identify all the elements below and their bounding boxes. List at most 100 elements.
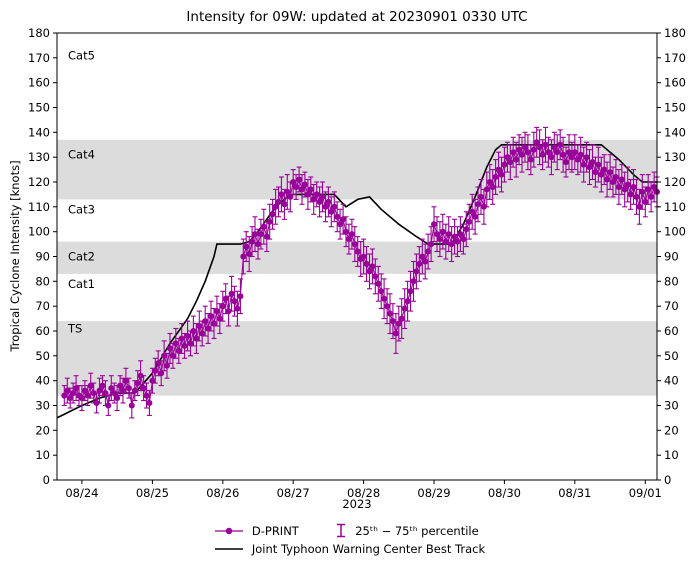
category-label-cat2: Cat2 bbox=[68, 250, 95, 264]
dprint-point bbox=[143, 392, 150, 399]
dprint-point bbox=[322, 203, 329, 210]
dprint-point bbox=[519, 151, 525, 158]
dprint-point bbox=[448, 241, 455, 248]
dprint-point bbox=[169, 352, 176, 359]
dprint-point bbox=[489, 184, 496, 190]
dprint-point bbox=[222, 295, 229, 302]
dprint-point bbox=[234, 305, 241, 312]
dprint-point bbox=[571, 149, 578, 156]
dprint-point bbox=[595, 161, 602, 168]
y-tick-label-right: 110 bbox=[664, 200, 686, 214]
dprint-point bbox=[152, 367, 159, 374]
y-tick-label-right: 50 bbox=[664, 349, 679, 363]
dprint-point bbox=[389, 318, 396, 325]
dprint-point bbox=[568, 154, 575, 161]
dprint-point bbox=[501, 161, 508, 168]
dprint-point bbox=[181, 342, 188, 349]
y-tick-label-right: 170 bbox=[664, 51, 686, 65]
y-tick-label-left: 110 bbox=[28, 200, 50, 214]
dprint-point bbox=[313, 191, 320, 198]
dprint-point bbox=[266, 218, 273, 225]
dprint-point bbox=[105, 402, 112, 409]
y-tick-label-left: 10 bbox=[35, 448, 50, 462]
errorbar-icon bbox=[337, 523, 346, 538]
dprint-point bbox=[533, 139, 540, 146]
y-tick-label-left: 100 bbox=[28, 225, 50, 239]
dprint-point bbox=[504, 154, 511, 161]
dprint-point bbox=[375, 280, 382, 287]
dprint-point bbox=[583, 154, 590, 161]
dprint-point bbox=[149, 377, 156, 384]
x-tick-label: 09/01 bbox=[629, 486, 662, 500]
dprint-point bbox=[604, 176, 611, 183]
dprint-point bbox=[275, 198, 282, 205]
dprint-point bbox=[645, 186, 652, 193]
dprint-point bbox=[354, 248, 361, 255]
category-label-cat5: Cat5 bbox=[68, 48, 95, 62]
dprint-point bbox=[404, 298, 411, 305]
dprint-point bbox=[337, 221, 344, 228]
dprint-point bbox=[387, 310, 393, 317]
legend-entry-percentile: 25ᵗʰ − 75ᵗʰ percentile bbox=[335, 523, 485, 538]
dprint-point bbox=[557, 141, 564, 148]
category-label-cat4: Cat4 bbox=[68, 148, 95, 162]
dprint-point bbox=[451, 233, 458, 240]
dprint-point bbox=[96, 387, 103, 394]
y-tick-label-right: 150 bbox=[664, 101, 686, 115]
category-label-cat3: Cat3 bbox=[68, 202, 95, 216]
dprint-point bbox=[480, 203, 487, 210]
dprint-point bbox=[475, 201, 481, 208]
dprint-point bbox=[524, 149, 531, 156]
dprint-point bbox=[580, 161, 587, 168]
dprint-point bbox=[463, 226, 470, 233]
category-band bbox=[57, 241, 657, 274]
x-tick-label: 08/26 bbox=[206, 486, 239, 500]
dprint-point bbox=[175, 347, 182, 354]
y-tick-label-right: 100 bbox=[664, 225, 686, 239]
dprint-point bbox=[78, 395, 85, 402]
y-tick-label-right: 140 bbox=[664, 125, 686, 139]
y-tick-label-right: 80 bbox=[664, 274, 679, 288]
dprint-point bbox=[513, 156, 520, 163]
dprint-point bbox=[381, 295, 388, 302]
legend-label-percentile: 25ᵗʰ − 75ᵗʰ percentile bbox=[355, 523, 479, 538]
dprint-point bbox=[395, 320, 402, 327]
dprint-point bbox=[81, 387, 88, 394]
dprint-point bbox=[146, 400, 153, 406]
dprint-point bbox=[99, 382, 106, 389]
dprint-point bbox=[607, 169, 614, 176]
dprint-point bbox=[419, 253, 426, 260]
axes bbox=[53, 32, 661, 484]
x-tick-label: 08/28 bbox=[347, 486, 380, 500]
dprint-point bbox=[269, 211, 276, 218]
dprint-point bbox=[636, 203, 643, 210]
dprint-point bbox=[284, 188, 291, 195]
dprint-point bbox=[460, 236, 467, 243]
dprint-point bbox=[187, 340, 194, 347]
dprint-point bbox=[257, 231, 264, 238]
y-tick-label-right: 90 bbox=[664, 250, 679, 264]
dprint-point bbox=[304, 191, 311, 198]
dprint-point bbox=[360, 253, 367, 260]
dprint-point bbox=[624, 181, 631, 188]
dprint-point bbox=[84, 392, 91, 399]
category-labels: Cat5 Cat4 Cat3 Cat2 Cat1 TS bbox=[67, 48, 95, 335]
dprint-point bbox=[648, 193, 655, 200]
dprint-point bbox=[343, 228, 349, 235]
dprint-point bbox=[345, 236, 352, 243]
dprint-point bbox=[563, 159, 569, 166]
dprint-point bbox=[416, 260, 423, 267]
x-tick-label: 08/30 bbox=[488, 486, 521, 500]
dprint-point bbox=[522, 144, 528, 151]
dprint-point bbox=[255, 241, 261, 248]
y-tick-label-left: 30 bbox=[35, 399, 50, 413]
dprint-point bbox=[483, 186, 490, 193]
dprint-point bbox=[472, 213, 479, 220]
dprint-point bbox=[93, 400, 100, 406]
x-tick-label: 08/25 bbox=[136, 486, 169, 500]
dprint-point bbox=[325, 198, 332, 205]
dprint-point bbox=[158, 370, 165, 377]
dprint-point bbox=[102, 390, 109, 397]
y-tick-label-left: 170 bbox=[28, 51, 50, 65]
